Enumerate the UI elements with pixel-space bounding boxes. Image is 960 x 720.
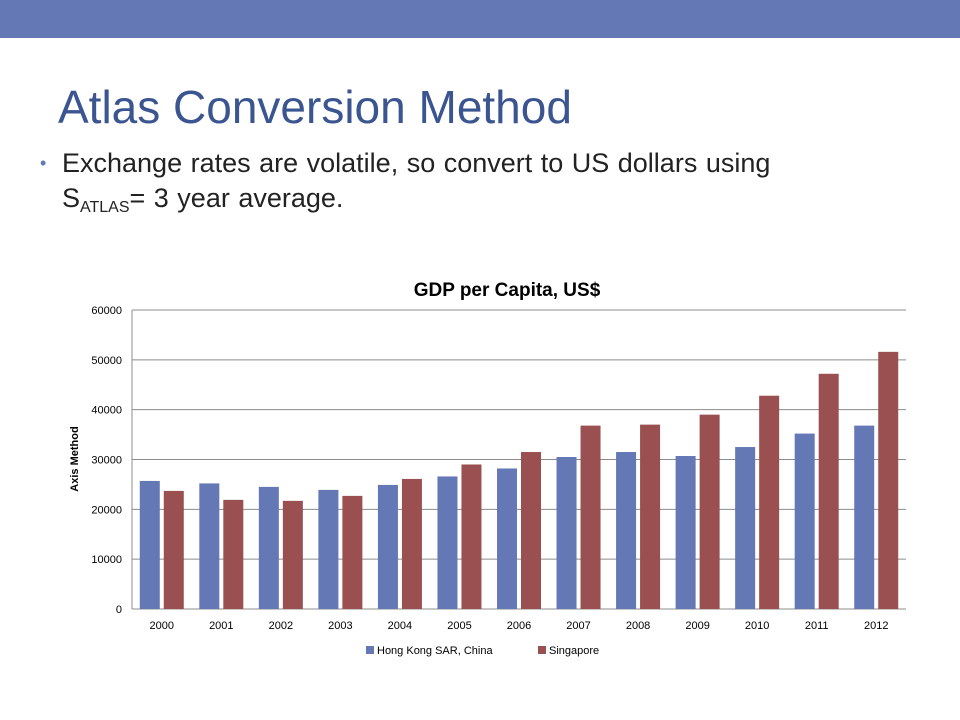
x-tick-label: 2000 — [150, 620, 174, 632]
y-tick-label: 30000 — [91, 455, 122, 467]
x-tick-label: 2012 — [864, 620, 888, 632]
bar-singapore — [878, 351, 899, 609]
bar-hong-kong — [318, 489, 339, 609]
bar-hong-kong — [735, 447, 756, 609]
bar-hong-kong — [854, 425, 875, 609]
x-tick-label: 2002 — [269, 620, 293, 632]
bullet-text-main: Exchange rates are volatile, so convert … — [62, 148, 771, 213]
slide-title: Atlas Conversion Method — [58, 81, 572, 133]
bar-hong-kong — [616, 452, 637, 609]
top-accent-bar — [0, 0, 960, 38]
x-tick-label: 2003 — [328, 620, 352, 632]
y-tick-label: 10000 — [91, 554, 122, 566]
bar-hong-kong — [556, 457, 577, 609]
bar-hong-kong — [377, 484, 398, 609]
y-tick-label: 50000 — [91, 355, 122, 367]
grid-lines — [131, 309, 906, 610]
chart-title: GDP per Capita, US$ — [414, 280, 601, 301]
x-tick-label: 2001 — [209, 620, 233, 632]
bar-singapore — [699, 414, 720, 609]
x-tick-label: 2009 — [685, 620, 709, 632]
bar-hong-kong — [497, 468, 517, 609]
x-tick-labels: 2000 2001 2002 2003 2004 2005 2006 2007 2008 2009… — [150, 620, 889, 632]
legend-swatch — [538, 646, 546, 654]
bullet-text-end: = 3 year average. — [129, 183, 344, 213]
gdp-bar-chart: GDP per Capita, US$ Axis Method 0 10000 20… — [69, 280, 906, 657]
y-tick-label: 40000 — [91, 405, 122, 417]
bar-hong-kong — [258, 486, 279, 609]
x-tick-label: 2006 — [507, 620, 531, 632]
bar-singapore — [818, 373, 839, 609]
bullet-text: Exchange rates are volatile, so convert … — [62, 146, 862, 225]
bar-hong-kong — [675, 456, 696, 609]
y-tick-label: 60000 — [91, 305, 122, 317]
x-tick-label: 2011 — [805, 620, 829, 632]
x-tick-label: 2008 — [626, 620, 650, 632]
bar-hong-kong — [794, 433, 815, 609]
bar-singapore — [342, 495, 363, 609]
legend-label: Hong Kong SAR, China — [377, 645, 493, 657]
x-tick-label: 2005 — [447, 620, 471, 632]
bar-singapore — [461, 464, 482, 609]
bar-singapore — [521, 452, 541, 609]
y-tick-labels: 0 10000 20000 30000 40000 50000 60000 — [91, 305, 122, 616]
bar-singapore — [759, 395, 780, 609]
y-axis-label: Axis Method — [69, 426, 81, 491]
bars-group — [139, 351, 899, 609]
y-tick-label: 0 — [116, 604, 122, 616]
y-tick-label: 20000 — [91, 504, 122, 516]
bullet-dot-icon: • — [40, 153, 47, 173]
bar-hong-kong — [199, 483, 220, 609]
bar-hong-kong — [139, 480, 160, 609]
x-tick-label: 2010 — [745, 620, 769, 632]
x-tick-label: 2004 — [388, 620, 412, 632]
bar-singapore — [401, 478, 422, 609]
bullet-subscript: ATLAS — [80, 199, 130, 216]
bar-singapore — [223, 499, 244, 609]
bar-singapore — [640, 424, 661, 609]
bar-hong-kong — [437, 476, 458, 609]
bar-singapore — [580, 425, 601, 609]
legend: Hong Kong SAR, China Singapore — [366, 645, 599, 657]
bar-singapore — [163, 490, 184, 609]
bar-singapore — [282, 500, 303, 609]
x-tick-label: 2007 — [566, 620, 590, 632]
legend-swatch — [366, 646, 374, 654]
legend-label: Singapore — [549, 645, 599, 657]
